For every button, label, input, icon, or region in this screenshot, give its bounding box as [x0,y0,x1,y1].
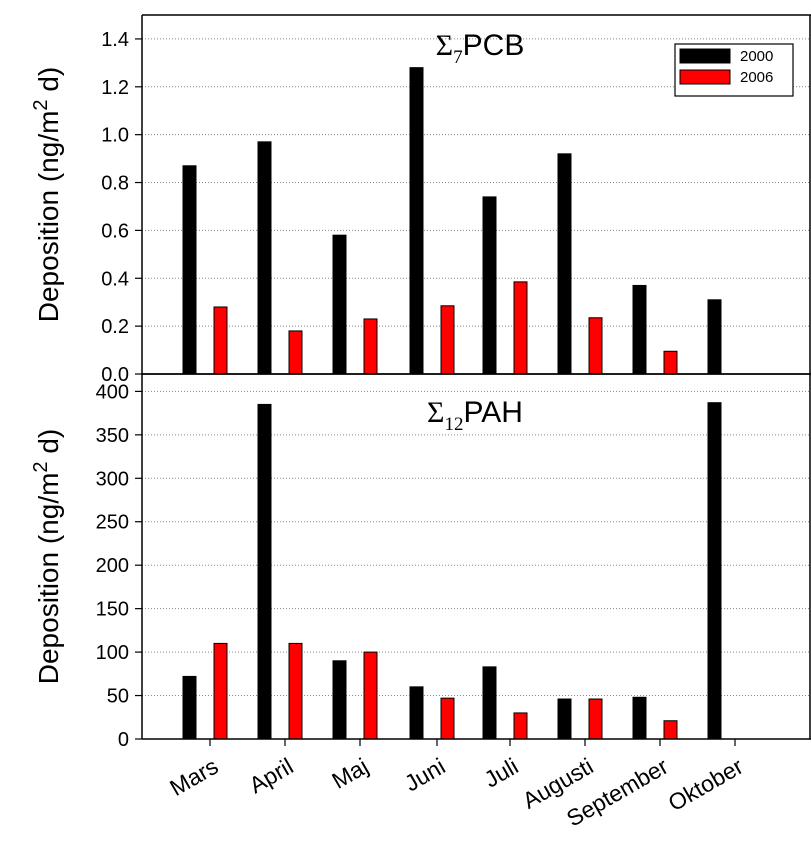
bar-2000-april [257,403,272,740]
chart-title: Σ7PCB [436,29,525,68]
y-tick-label: 150 [96,599,129,621]
y-tick-label: 0.8 [101,173,129,195]
bar-2006-september [663,350,678,375]
chart-title: Σ12PAH [427,396,523,435]
bar-2000-juni [409,67,424,375]
bar-2006-april [288,330,303,375]
bar-2000-oktober [707,299,722,375]
bar-2006-maj [363,318,378,375]
bar-2000-augusti [557,153,572,375]
y-tick-label: 400 [96,381,129,403]
bar-2006-september [663,720,678,740]
y-tick-label: 200 [96,555,129,577]
legend-label-2006: 2006 [740,69,773,86]
bar-2000-juli [482,666,497,740]
y-tick-label: 1.0 [101,125,129,147]
bar-2000-september [632,284,647,375]
bar-2000-juni [409,686,424,740]
chart-panel-pah: 0 50 100 150 200 250 300 350 400 Deposition (ng/m… [30,373,811,751]
bar-2006-juli [513,712,528,740]
y-tick-label: 0.4 [101,268,129,290]
y-tick-label: 1.2 [101,77,129,99]
bar-2006-juni [440,697,455,740]
y-tick-label: 0.2 [101,316,129,338]
chart-panel-pcb: 0.0 0.2 0.4 0.6 0.8 1.0 1.2 1.4 Deposition (ng/m… [30,14,811,386]
bar-2006-juni [440,305,455,375]
legend-swatch-2000 [679,48,731,64]
y-tick-label: 0 [118,729,129,751]
bar-2000-oktober [707,402,722,740]
bar-2000-juli [482,196,497,375]
y-tick-label: 0.6 [101,220,129,242]
bar-2000-mars [182,675,197,740]
bar-2006-maj [363,651,378,740]
bar-2006-mars [213,642,228,740]
x-tick-label-oktober: Oktober [664,753,748,817]
legend-swatch-2006 [679,69,731,85]
x-tick-label-mars: Mars [165,753,222,801]
y-tick-label: 50 [107,686,129,708]
bar-2000-maj [332,234,347,375]
bar-2006-juli [513,281,528,375]
bar-2000-mars [182,165,197,375]
x-tick-label-maj: Maj [327,753,372,794]
y-axis-label: Deposition (ng/m2 d) [30,67,64,322]
y-tick-label: 100 [96,642,129,664]
x-tick-label-juli: Juli [480,753,523,793]
y-tick-label: 0.0 [101,364,129,386]
x-tick-label-april: April [245,753,298,799]
legend: 2000 2006 [674,43,794,97]
y-tick-label: 300 [96,468,129,490]
legend-label-2000: 2000 [740,48,773,65]
y-tick-label: 1.4 [101,29,129,51]
y-axis-label: Deposition (ng/m2 d) [30,429,64,684]
x-tick-label-juni: Juni [400,753,450,797]
bar-2000-augusti [557,698,572,740]
y-tick-label: 250 [96,512,129,534]
bar-2006-augusti [588,698,603,740]
bar-2006-april [288,642,303,740]
bar-2000-september [632,696,647,740]
bar-2006-augusti [588,317,603,375]
y-tick-label: 350 [96,425,129,447]
bar-2006-mars [213,306,228,375]
bar-2000-april [257,141,272,375]
bar-2000-maj [332,660,347,740]
